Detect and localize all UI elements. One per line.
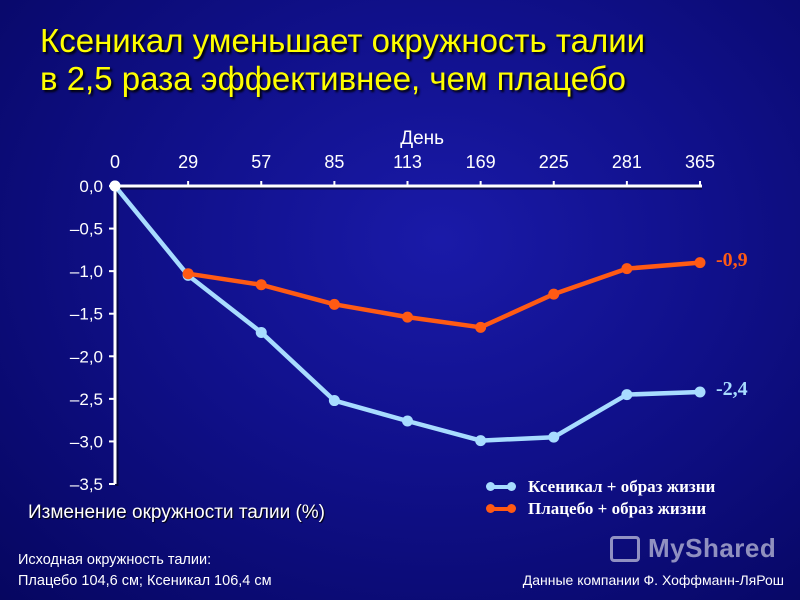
source-note: Данные компании Ф. Хоффманн-ЛяРош bbox=[522, 572, 784, 588]
data-point-placebo bbox=[621, 263, 633, 275]
slide-title-line1: Ксеникал уменьшает окружность талии bbox=[40, 22, 646, 59]
legend-swatch-xenical bbox=[486, 482, 516, 491]
presentation-icon bbox=[610, 535, 640, 562]
data-point-placebo bbox=[182, 268, 194, 280]
x-tick-label: 169 bbox=[466, 152, 496, 172]
series-line-placebo bbox=[187, 260, 701, 330]
y-tick-label: –3,5 bbox=[70, 475, 103, 494]
watermark-logo: MyShared bbox=[610, 533, 776, 564]
chart-legend: Ксеникал + образ жизни Плацебо + образ ж… bbox=[486, 476, 716, 520]
data-point-xenical bbox=[402, 415, 413, 427]
y-tick-label: –2,0 bbox=[70, 347, 103, 366]
x-tick-label: 57 bbox=[251, 152, 271, 172]
x-tick-label: 85 bbox=[324, 152, 344, 172]
data-point-placebo bbox=[548, 288, 560, 300]
data-point-xenical bbox=[328, 395, 340, 407]
baseline-footnote: Исходная окружность талии: Плацебо 104,6… bbox=[18, 550, 272, 592]
y-axis-title: Изменение окружности талии (%) bbox=[28, 502, 326, 523]
x-tick-label: 365 bbox=[685, 152, 715, 172]
data-point-placebo bbox=[255, 279, 267, 291]
data-point-placebo bbox=[694, 257, 706, 269]
data-point-xenical bbox=[621, 389, 633, 401]
y-tick-label: –1,5 bbox=[70, 305, 103, 324]
data-point-placebo bbox=[475, 321, 487, 333]
y-tick-label: –3,0 bbox=[70, 432, 103, 451]
end-label-placebo: -0,9 bbox=[716, 248, 748, 271]
data-point-placebo bbox=[328, 298, 340, 310]
y-axis-ticks: 0,0 –0,5 –1,0 –1,5 –2,0 –2,5 –3,0 –3,5 bbox=[70, 177, 115, 494]
footnote-line2: Плацебо 104,6 см; Ксеникал 106,4 см bbox=[18, 573, 272, 589]
x-tick-label: 281 bbox=[612, 152, 642, 172]
legend-swatch-placebo bbox=[486, 504, 516, 513]
origin-point bbox=[109, 180, 121, 192]
x-tick-label: 225 bbox=[539, 152, 569, 172]
slide-title: Ксеникал уменьшает окружность талии в 2,… bbox=[40, 22, 790, 98]
footnote-line1: Исходная окружность талии: bbox=[18, 552, 212, 568]
data-point-xenical bbox=[475, 435, 487, 447]
x-axis-title: День bbox=[400, 128, 444, 149]
watermark-text: MyShared bbox=[648, 533, 777, 563]
y-tick-label: –0,5 bbox=[70, 220, 103, 239]
legend-item-placebo: Плацебо + образ жизни bbox=[486, 498, 715, 520]
end-label-xenical: -2,4 bbox=[716, 378, 748, 401]
y-tick-label: –1,0 bbox=[70, 262, 103, 281]
legend-label-placebo: Плацебо + образ жизни bbox=[528, 499, 707, 518]
x-tick-label: 113 bbox=[393, 152, 422, 172]
x-axis-ticks: 0 29 57 85 113 169 225 281 365 bbox=[110, 152, 715, 186]
x-tick-label: 29 bbox=[178, 152, 198, 172]
data-point-xenical bbox=[694, 386, 706, 398]
slide-title-line2: в 2,5 раза эффективнее, чем плацебо bbox=[40, 60, 627, 97]
chart-series bbox=[109, 180, 706, 447]
data-point-placebo bbox=[402, 311, 413, 323]
y-tick-label: –2,5 bbox=[70, 390, 103, 409]
y-tick-label: 0,0 bbox=[79, 177, 103, 196]
data-point-xenical bbox=[548, 431, 560, 443]
chart-axes bbox=[113, 184, 702, 486]
x-tick-label: 0 bbox=[110, 152, 120, 172]
legend-label-xenical: Ксеникал + образ жизни bbox=[528, 477, 716, 496]
legend-item-xenical: Ксеникал + образ жизни bbox=[486, 476, 716, 498]
data-point-xenical bbox=[255, 326, 267, 338]
